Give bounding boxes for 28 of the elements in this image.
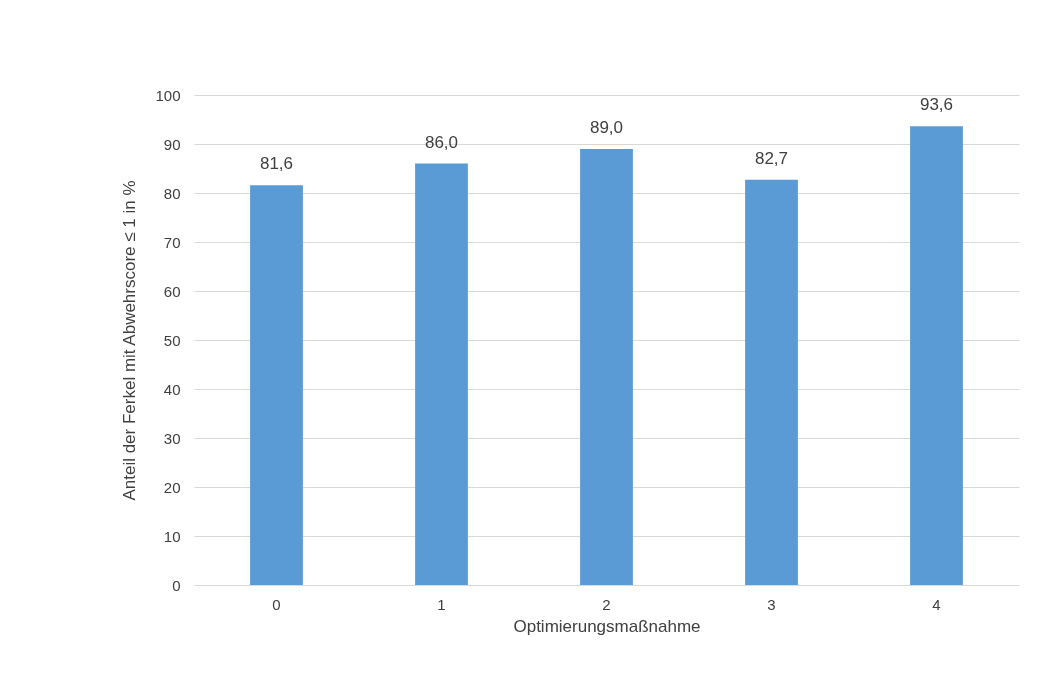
y-tick-label: 100 xyxy=(155,86,181,104)
y-tick-label: 10 xyxy=(163,527,181,545)
bar xyxy=(745,179,798,585)
y-tick-label: 60 xyxy=(163,282,181,300)
y-axis-title: Anteil der Ferkel mit Abwehrscore ≤ 1 in % xyxy=(120,180,140,501)
y-tick-label: 40 xyxy=(163,380,181,398)
data-label: 86,0 xyxy=(424,132,459,152)
x-tick-label: 4 xyxy=(932,595,941,613)
data-label: 81,6 xyxy=(259,154,294,174)
bar xyxy=(580,148,633,585)
y-tick-label: 50 xyxy=(163,331,181,349)
y-tick-label: 30 xyxy=(163,429,181,447)
x-tick-label: 0 xyxy=(272,595,281,613)
bar xyxy=(910,126,963,585)
bar xyxy=(250,185,303,585)
x-tick-label: 2 xyxy=(602,595,611,613)
data-label: 89,0 xyxy=(589,117,624,137)
x-axis-title: Optimierungsmaßnahme xyxy=(513,616,701,636)
y-tick-label: 0 xyxy=(172,576,181,594)
y-tick-label: 90 xyxy=(163,135,181,153)
data-label: 82,7 xyxy=(754,148,789,168)
bar xyxy=(415,163,468,585)
y-tick-label: 20 xyxy=(163,478,181,496)
x-tick-label: 3 xyxy=(767,595,776,613)
y-tick-label: 80 xyxy=(163,184,181,202)
data-label: 93,6 xyxy=(919,95,954,115)
x-tick-label: 1 xyxy=(437,595,446,613)
y-tick-label: 70 xyxy=(163,233,181,251)
